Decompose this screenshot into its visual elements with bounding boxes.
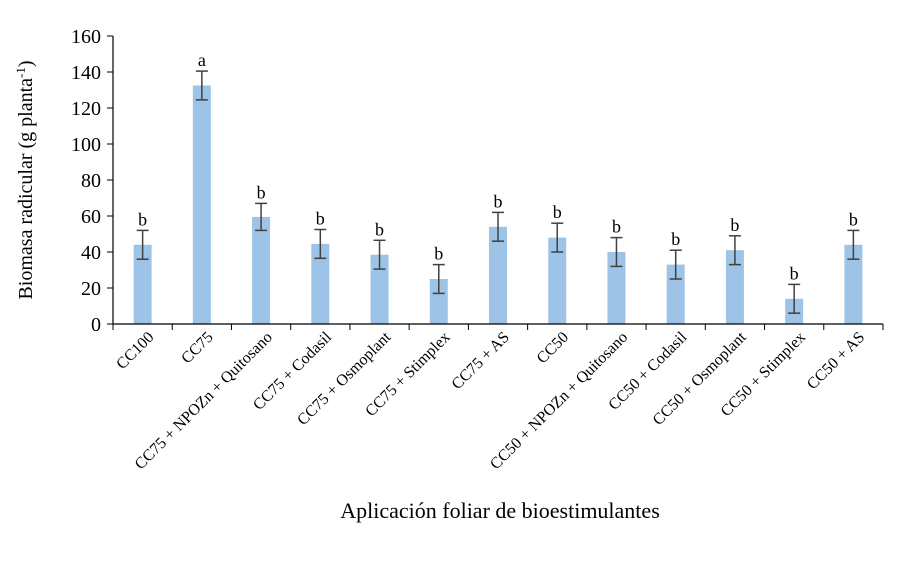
bar xyxy=(429,279,448,324)
y-tick-label: 80 xyxy=(81,170,101,192)
significance-letter: b xyxy=(730,215,739,235)
significance-letter: b xyxy=(375,219,384,239)
significance-letter: b xyxy=(849,209,858,229)
bar xyxy=(252,216,271,324)
significance-letter: b xyxy=(257,182,266,202)
significance-letter: a xyxy=(198,50,206,70)
bar xyxy=(725,250,744,324)
significance-letters: b a b b b b b b b b b b b xyxy=(138,50,858,283)
significance-letter: b xyxy=(553,202,562,222)
x-axis-label: Aplicación foliar de bioestimulantes xyxy=(340,498,660,523)
y-tick-label: 100 xyxy=(71,134,101,156)
bar xyxy=(489,226,507,324)
bar xyxy=(548,237,567,324)
significance-letter: b xyxy=(790,263,799,283)
y-tick-label: 160 xyxy=(71,26,101,48)
significance-letter: b xyxy=(316,209,325,229)
x-tick-label: CC75 + AS xyxy=(449,329,513,393)
x-axis-ticks xyxy=(112,324,884,330)
y-tick-label: 20 xyxy=(81,278,101,300)
y-tick-label: 140 xyxy=(71,62,101,84)
x-tick-label: CC75 xyxy=(178,329,216,367)
significance-letter: b xyxy=(612,217,621,237)
y-axis-label: Biomasa radicular (g planta-1) xyxy=(13,60,37,299)
y-tick-label: 40 xyxy=(81,242,101,264)
y-axis-label-superscript: -1 xyxy=(13,67,28,78)
x-tick-label: CC50 + AS xyxy=(804,329,868,393)
y-axis-label-main: Biomasa radicular (g planta xyxy=(15,78,37,300)
y-tick-label: 60 xyxy=(81,206,101,228)
y-axis-label-close: ) xyxy=(15,60,37,67)
bar xyxy=(311,243,330,324)
x-tick-label: CC50 xyxy=(534,329,572,367)
significance-letter: b xyxy=(138,209,147,229)
error-bars xyxy=(136,70,860,314)
bar xyxy=(844,244,863,324)
y-axis-ticks: 0 20 40 60 80 100 120 140 160 xyxy=(71,26,113,336)
y-tick-label: 0 xyxy=(91,314,101,336)
y-tick-label: 120 xyxy=(71,98,101,120)
significance-letter: b xyxy=(494,191,503,211)
significance-letter: b xyxy=(671,229,680,249)
bar xyxy=(607,252,626,324)
bar xyxy=(192,85,211,324)
x-tick-label: CC100 xyxy=(113,329,157,373)
significance-letter: b xyxy=(434,244,443,264)
bar xyxy=(370,254,389,324)
bar xyxy=(133,244,152,324)
